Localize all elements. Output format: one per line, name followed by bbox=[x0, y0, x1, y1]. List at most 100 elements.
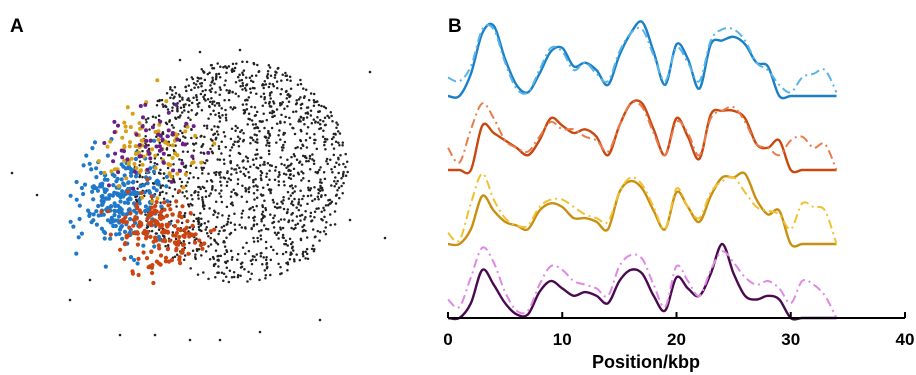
scatter-point-series-0 bbox=[263, 269, 267, 272]
scatter-point-series-4 bbox=[161, 151, 166, 156]
scatter-point-series-0 bbox=[181, 131, 184, 135]
scatter-point-series-0 bbox=[244, 190, 248, 193]
scatter-point-series-0 bbox=[252, 219, 256, 222]
scatter-point-series-1 bbox=[77, 216, 82, 222]
scatter-point-series-0 bbox=[158, 191, 162, 195]
scatter-point-series-0 bbox=[301, 252, 305, 256]
scatter-point-series-0 bbox=[197, 225, 201, 229]
scatter-point-series-0 bbox=[265, 172, 269, 175]
scatter-point-series-0 bbox=[170, 93, 174, 96]
scatter-point-series-0 bbox=[300, 163, 304, 166]
scatter-point-series-0 bbox=[184, 136, 187, 139]
scatter-point-series-0 bbox=[243, 99, 247, 102]
scatter-point-series-0 bbox=[218, 229, 221, 233]
scatter-point-series-0 bbox=[247, 190, 251, 194]
scatter-point-series-0 bbox=[262, 86, 265, 90]
scatter-point-series-0 bbox=[218, 116, 222, 120]
scatter-point-series-2 bbox=[169, 258, 174, 263]
scatter-point-series-3 bbox=[128, 125, 133, 129]
scatter-point-series-0 bbox=[322, 120, 325, 123]
scatter-point-series-0 bbox=[246, 123, 249, 126]
scatter-point-series-0 bbox=[200, 254, 203, 257]
scatter-point-series-0 bbox=[243, 174, 247, 177]
scatter-point-series-4 bbox=[116, 123, 120, 128]
scatter-point-series-2 bbox=[174, 230, 179, 236]
scatter-point-series-0 bbox=[309, 109, 313, 113]
scatter-point-series-1 bbox=[109, 204, 114, 209]
scatter-point-series-3 bbox=[105, 144, 110, 149]
scatter-point-series-0 bbox=[266, 72, 270, 76]
scatter-point-series-0 bbox=[210, 81, 213, 84]
scatter-point-series-0 bbox=[215, 241, 218, 244]
scatter-point-series-1 bbox=[147, 189, 152, 194]
scatter-point-series-0 bbox=[325, 157, 329, 161]
scatter-point-series-3 bbox=[163, 139, 168, 144]
scatter-point-series-0 bbox=[312, 104, 316, 107]
scatter-point-series-0 bbox=[209, 243, 213, 246]
scatter-point-series-0 bbox=[264, 206, 267, 210]
scatter-point-series-0 bbox=[187, 204, 191, 208]
scatter-point-series-3 bbox=[153, 166, 158, 171]
scatter-point-series-0 bbox=[238, 223, 241, 227]
scatter-point-series-0 bbox=[212, 263, 216, 266]
scatter-point-series-0 bbox=[297, 202, 300, 206]
scatter-point-series-0 bbox=[309, 214, 312, 218]
scatter-point-series-3 bbox=[96, 159, 101, 164]
scatter-point-series-0 bbox=[252, 163, 256, 167]
scatter-point-series-0 bbox=[240, 212, 244, 215]
scatter-point-series-4 bbox=[191, 124, 196, 129]
scatter-point-series-0 bbox=[205, 232, 209, 235]
scatter-point-series-0 bbox=[254, 126, 258, 129]
scatter-point-series-0 bbox=[204, 228, 207, 231]
scatter-point-series-0 bbox=[320, 104, 323, 108]
scatter-point-series-0 bbox=[236, 135, 240, 139]
scatter-point-series-2 bbox=[141, 230, 146, 236]
scatter-point-series-0 bbox=[245, 103, 248, 106]
scatter-point-series-4 bbox=[125, 157, 130, 162]
scatter-point-series-0 bbox=[213, 171, 216, 174]
scatter-point-series-0 bbox=[237, 94, 240, 98]
scatter-point-series-0 bbox=[340, 184, 343, 188]
scatter-point-series-0 bbox=[336, 179, 339, 183]
scatter-point-series-0 bbox=[201, 200, 205, 203]
scatter-point-series-0 bbox=[209, 147, 212, 151]
scatter-point-series-0 bbox=[237, 151, 241, 155]
scatter-point-series-0 bbox=[290, 184, 294, 187]
scatter-point-series-0 bbox=[171, 231, 175, 234]
scatter-point-series-1 bbox=[96, 203, 101, 209]
scatter-point-series-0 bbox=[300, 170, 303, 173]
scatter-point-series-1 bbox=[89, 167, 94, 172]
scatter-point-series-0 bbox=[205, 179, 209, 183]
scatter-point-series-1 bbox=[94, 166, 99, 171]
scatter-point-series-0 bbox=[229, 161, 232, 165]
scatter-point-series-0 bbox=[240, 78, 244, 82]
scatter-point-series-2 bbox=[159, 209, 164, 214]
scatter-point-series-3 bbox=[102, 170, 107, 175]
scatter-point-series-0 bbox=[269, 258, 273, 262]
scatter-point-series-0 bbox=[245, 60, 249, 64]
scatter-point-series-1 bbox=[108, 193, 113, 198]
scatter-point-series-0 bbox=[169, 96, 172, 100]
scatter-point-series-4 bbox=[157, 148, 162, 153]
scatter-point-series-2 bbox=[137, 224, 142, 229]
scatter-point-series-0 bbox=[279, 218, 283, 221]
scatter-point-series-1 bbox=[94, 222, 99, 227]
scatter-point-series-3 bbox=[129, 156, 134, 161]
scatter-point-series-0 bbox=[191, 198, 194, 201]
scatter-point-series-0 bbox=[178, 177, 182, 181]
scatter-point-series-2 bbox=[177, 234, 182, 240]
scatter-point-series-0 bbox=[262, 112, 265, 116]
scatter-point-series-4 bbox=[131, 186, 136, 191]
scatter-point-series-0 bbox=[269, 74, 273, 78]
scatter-point-series-0 bbox=[232, 275, 236, 279]
scatter-point-series-1 bbox=[74, 179, 79, 185]
scatter-point-series-3 bbox=[141, 138, 146, 143]
scatter-point-series-2 bbox=[108, 232, 113, 237]
scatter-point-series-0 bbox=[205, 225, 208, 229]
scatter-point-series-0 bbox=[269, 105, 272, 108]
scatter-point-series-0 bbox=[252, 138, 255, 142]
scatter-point-series-0 bbox=[335, 126, 338, 130]
scatter-point-series-0 bbox=[331, 170, 334, 174]
scatter-point-series-4 bbox=[145, 167, 150, 172]
scatter-point-series-0 bbox=[304, 112, 308, 115]
